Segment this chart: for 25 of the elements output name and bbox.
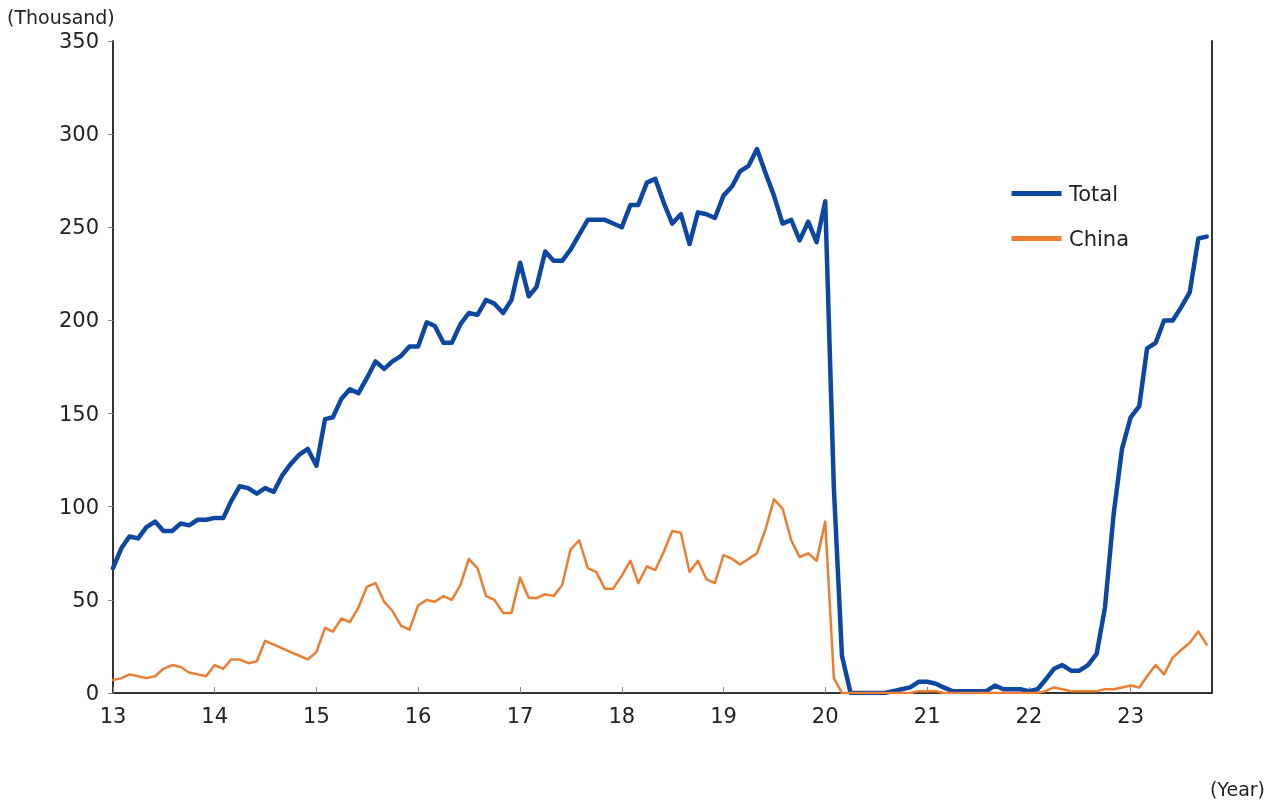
legend-label: Total [1068,181,1119,206]
y-tick-label: 0 [85,681,99,705]
x-tick-label: 20 [811,703,839,728]
x-tick-label: 15 [303,703,330,728]
y-tick-label: 150 [58,401,99,426]
y-tick-label: 200 [58,308,99,333]
x-tick-label: 23 [1117,703,1144,728]
x-tick-label: 13 [99,703,127,728]
x-tick-label: 19 [710,703,737,728]
y-tick-label: 250 [58,215,99,240]
y-tick-label: 300 [58,122,99,147]
x-tick-label: 16 [404,703,432,728]
legend-label: China [1069,226,1130,251]
line-series [110,146,1209,696]
x-tick-label: 14 [201,703,229,728]
y-tick-label: 100 [58,494,99,519]
y-tick-label: 50 [72,587,99,612]
x-tick-label: 17 [506,703,534,728]
x-tick-label: 18 [608,703,636,728]
x-tick-label: 21 [913,703,941,728]
y-tick-label: 350 [58,29,99,53]
x-axis-title: (Year) [1209,777,1266,800]
line-series [111,498,1208,695]
x-tick-label: 22 [1015,703,1043,728]
y-axis-title: (Thousand) [7,5,115,28]
